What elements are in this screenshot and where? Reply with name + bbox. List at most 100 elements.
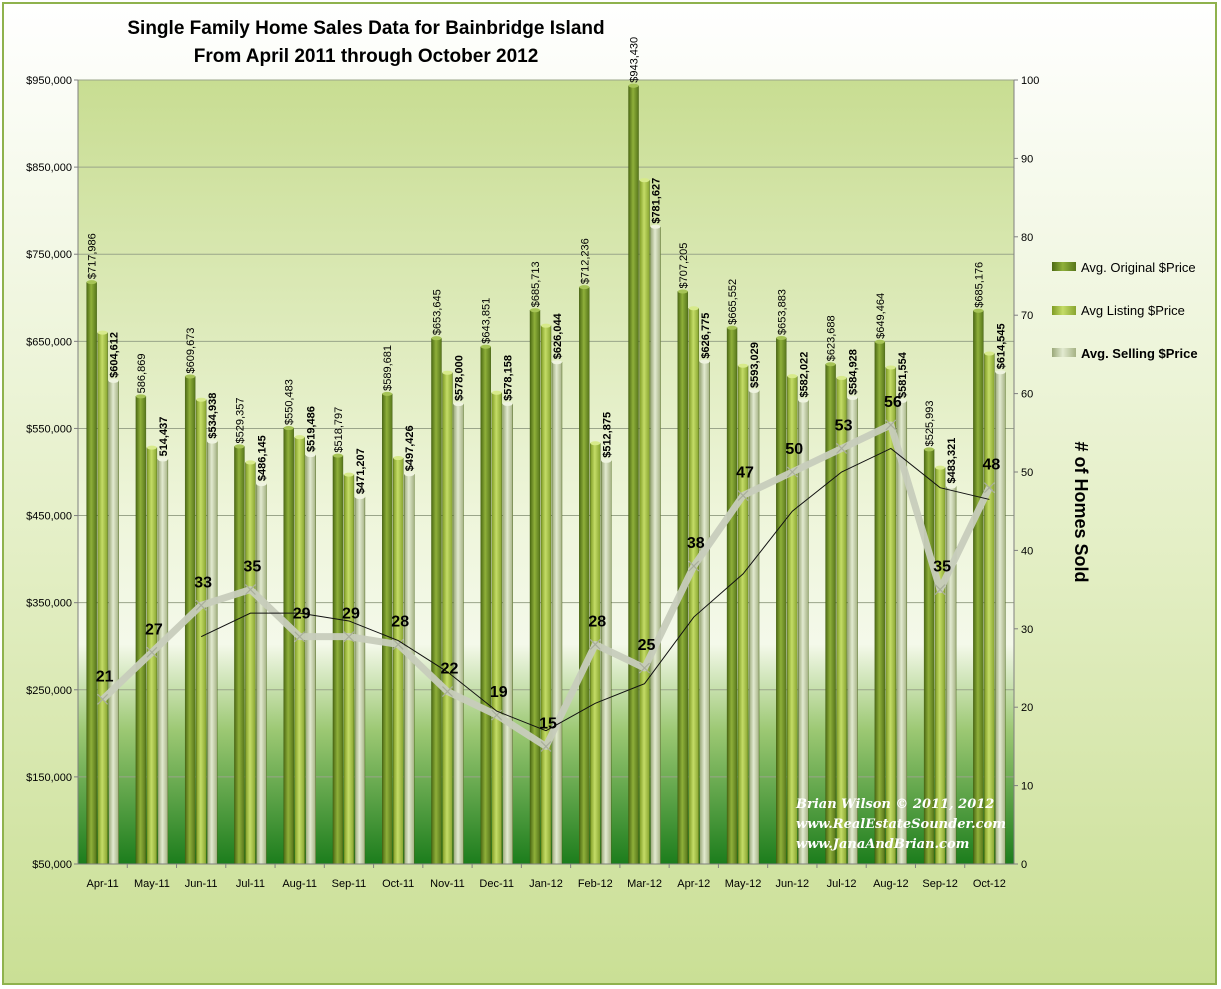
homes-sold-label: 27	[145, 621, 163, 638]
bar-original	[973, 310, 984, 865]
homes-sold-label: 56	[884, 394, 902, 411]
legend-label-original: Avg. Original $Price	[1081, 260, 1196, 275]
homes-sold-label: 48	[982, 457, 1000, 474]
y-left-tick-label: $250,000	[26, 685, 72, 697]
value-label-original: $685,176	[973, 262, 985, 308]
bar-cap-listing	[541, 323, 551, 328]
bar-cap-listing	[245, 460, 256, 465]
x-tick-label: May-11	[134, 878, 170, 890]
bar-cap-original	[382, 391, 393, 396]
value-label-original: $707,205	[678, 243, 690, 289]
legend-label-listing: Avg Listing $Price	[1081, 303, 1185, 318]
bar-cap-selling	[896, 398, 907, 403]
value-label-selling: $604,612	[109, 332, 121, 378]
bar-cap-listing	[442, 370, 453, 375]
value-label-selling: $471,207	[355, 448, 367, 494]
y-right-tick-label: 100	[1021, 75, 1039, 87]
homes-sold-label: 33	[194, 574, 212, 591]
bar-cap-original	[628, 83, 639, 88]
y-left-tick-label: $550,000	[26, 423, 72, 435]
credit-url-1: www.RealEstateSounder.com	[796, 817, 1006, 832]
y-right-tick-label: 90	[1021, 153, 1033, 165]
x-tick-label: Sep-12	[922, 878, 957, 890]
y-right-tick-label: 60	[1021, 389, 1033, 401]
bar-cap-listing	[393, 456, 404, 461]
bar-original	[579, 286, 590, 865]
credits: Brian Wilson © 2011, 2012 www.RealEstate…	[795, 797, 1006, 852]
bar-selling	[502, 403, 513, 865]
value-label-original: $712,236	[579, 238, 591, 284]
homes-sold-marker	[343, 631, 355, 643]
value-label-selling: $519,486	[306, 406, 318, 452]
bar-original	[776, 337, 787, 865]
value-label-selling: $626,044	[552, 312, 564, 359]
legend-label-selling: Avg. Selling $Price	[1081, 346, 1198, 361]
legend: Avg. Original $Price Avg Listing $Price …	[1052, 260, 1198, 361]
bars	[86, 83, 1006, 865]
x-tick-label: Mar-12	[627, 878, 662, 890]
homes-sold-marker	[983, 482, 995, 494]
value-label-selling: 514,437	[158, 417, 170, 457]
value-labels: $717,986 586,869 $609,673 $529,357 $550,483 $…	[87, 37, 1008, 733]
y-left-tick-label: $150,000	[26, 772, 72, 784]
bar-cap-listing	[787, 374, 798, 379]
value-label-selling: $578,158	[503, 355, 515, 401]
x-tick-label: Jun-12	[775, 878, 809, 890]
x-tick-label: Oct-12	[973, 878, 1006, 890]
value-label-original: $943,430	[629, 37, 641, 83]
axes: $50,000 $150,000 $250,000 $350,000 $450,000 $…	[26, 75, 1039, 890]
bar-listing	[540, 325, 552, 865]
y-right-tick-label: 10	[1021, 781, 1033, 793]
bar-selling	[157, 459, 169, 865]
homes-sold-label: 35	[244, 559, 262, 576]
value-label-original: $529,357	[234, 398, 246, 444]
bar-cap-selling	[749, 388, 760, 393]
homes-sold-label: 38	[687, 535, 705, 552]
homes-sold-label: 19	[490, 684, 508, 701]
bar-cap-original	[332, 453, 343, 458]
bar-original	[283, 427, 294, 865]
bar-cap-selling	[502, 401, 513, 406]
bar-original	[431, 337, 442, 865]
x-tick-label: Sep-11	[332, 878, 367, 890]
bar-selling	[748, 390, 760, 865]
bar-cap-listing	[196, 397, 207, 402]
bar-cap-original	[874, 339, 885, 344]
bar-cap-original	[530, 308, 540, 313]
bar-selling	[256, 483, 267, 865]
homes-sold-marker	[786, 466, 798, 478]
bar-original	[726, 327, 738, 865]
homes-sold-marker	[195, 599, 207, 611]
y-right-tick-label: 70	[1021, 310, 1033, 322]
value-label-selling: $581,554	[897, 351, 909, 398]
y-left-tick-label: $50,000	[32, 859, 72, 871]
homes-sold-marker	[688, 560, 700, 572]
homes-sold-label: 29	[342, 606, 360, 623]
homes-sold-label: 35	[933, 559, 951, 576]
value-label-selling: $578,000	[453, 355, 465, 401]
y-left-tick-label: $950,000	[26, 75, 72, 87]
y-left-tick-label: $350,000	[26, 598, 72, 610]
bar-selling	[354, 496, 366, 865]
homes-sold-marker	[639, 662, 650, 674]
value-label-selling: $497,426	[404, 425, 416, 471]
value-label-selling: $584,928	[848, 349, 860, 395]
bar-selling	[108, 380, 119, 865]
bar-cap-original	[924, 447, 935, 452]
bar-cap-original	[973, 308, 984, 313]
bar-listing	[491, 392, 502, 865]
bar-listing	[245, 462, 256, 865]
legend-swatch-listing	[1052, 306, 1076, 315]
bar-cap-selling	[108, 378, 119, 383]
bar-cap-original	[727, 325, 738, 330]
trend-line	[200, 447, 990, 732]
value-label-selling: $512,875	[601, 412, 613, 458]
bar-cap-original	[431, 336, 442, 341]
homes-sold-label: 53	[835, 417, 853, 434]
bar-cap-selling	[305, 453, 316, 458]
bar-cap-selling	[699, 359, 710, 364]
value-label-original: $589,681	[382, 345, 394, 391]
bar-listing	[442, 372, 453, 865]
bar-cap-selling	[453, 402, 464, 407]
x-tick-label: Jul-11	[236, 878, 265, 890]
